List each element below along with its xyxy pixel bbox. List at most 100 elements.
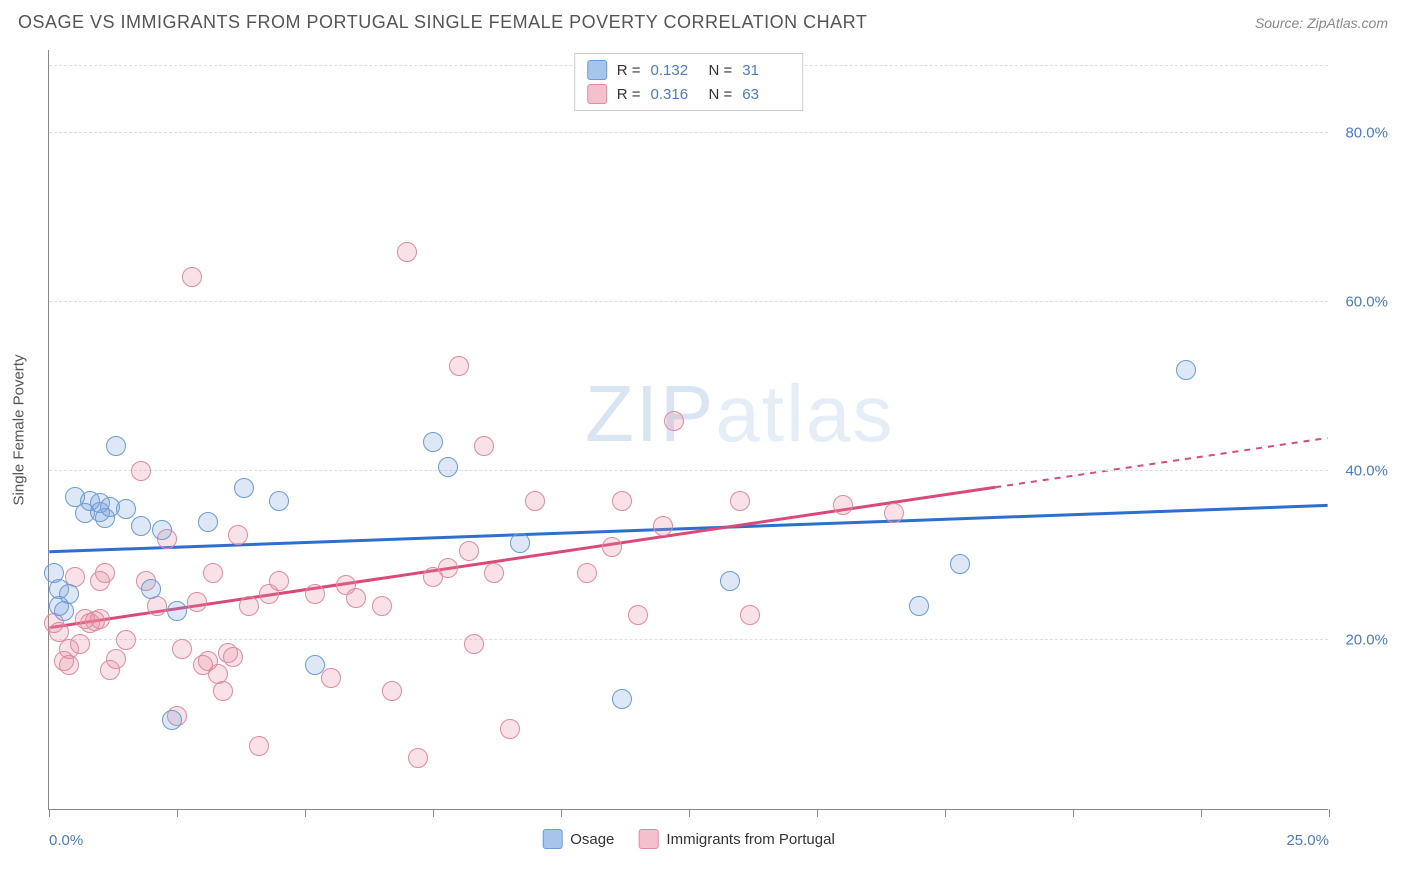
x-tick xyxy=(561,809,562,817)
legend-n-label: N = xyxy=(709,86,733,103)
scatter-point xyxy=(438,457,458,477)
scatter-point xyxy=(152,520,172,540)
scatter-point xyxy=(228,525,248,545)
scatter-point xyxy=(612,491,632,511)
legend-correlation: R = 0.132 N = 31 R = 0.316 N = 63 xyxy=(574,53,804,111)
x-tick-label: 25.0% xyxy=(1286,832,1329,849)
chart-container: OSAGE VS IMMIGRANTS FROM PORTUGAL SINGLE… xyxy=(0,0,1406,892)
grid-line xyxy=(49,470,1328,471)
scatter-point xyxy=(397,242,417,262)
legend-r-label: R = xyxy=(617,86,641,103)
scatter-point xyxy=(459,541,479,561)
scatter-point xyxy=(833,495,853,515)
watermark-atlas: atlas xyxy=(715,369,894,458)
scatter-point xyxy=(167,601,187,621)
scatter-point xyxy=(720,571,740,591)
scatter-point xyxy=(653,516,673,536)
source-attribution: Source: ZipAtlas.com xyxy=(1255,15,1388,31)
legend-n-value-osage: 31 xyxy=(742,62,790,79)
scatter-point xyxy=(730,491,750,511)
x-tick xyxy=(1073,809,1074,817)
scatter-point xyxy=(59,584,79,604)
scatter-point xyxy=(423,432,443,452)
scatter-point xyxy=(305,655,325,675)
scatter-point xyxy=(54,601,74,621)
scatter-point xyxy=(382,681,402,701)
trend-line-extrapolated xyxy=(995,438,1327,487)
scatter-point xyxy=(131,516,151,536)
legend-r-label: R = xyxy=(617,62,641,79)
legend-row-osage: R = 0.132 N = 31 xyxy=(587,58,791,82)
trend-lines xyxy=(49,50,1328,809)
scatter-point xyxy=(203,563,223,583)
scatter-point xyxy=(131,461,151,481)
plot-area: Single Female Poverty ZIPatlas R = 0.132… xyxy=(48,50,1328,810)
scatter-point xyxy=(249,736,269,756)
scatter-point xyxy=(510,533,530,553)
scatter-point xyxy=(525,491,545,511)
scatter-point xyxy=(116,630,136,650)
y-axis-title: Single Female Poverty xyxy=(11,354,28,505)
legend-row-portugal: R = 0.316 N = 63 xyxy=(587,82,791,106)
scatter-point xyxy=(239,596,259,616)
scatter-point xyxy=(269,571,289,591)
scatter-point xyxy=(106,649,126,669)
scatter-point xyxy=(59,655,79,675)
scatter-point xyxy=(577,563,597,583)
legend-swatch-osage xyxy=(587,60,607,80)
scatter-point xyxy=(602,537,622,557)
scatter-point xyxy=(90,609,110,629)
scatter-point xyxy=(909,596,929,616)
scatter-point xyxy=(464,634,484,654)
legend-r-value-portugal: 0.316 xyxy=(651,86,699,103)
legend-swatch-portugal xyxy=(587,84,607,104)
scatter-point xyxy=(305,584,325,604)
legend-swatch-osage xyxy=(542,829,562,849)
watermark-zip: ZIP xyxy=(585,369,715,458)
x-tick-label: 0.0% xyxy=(49,832,83,849)
title-bar: OSAGE VS IMMIGRANTS FROM PORTUGAL SINGLE… xyxy=(18,12,1388,33)
scatter-point xyxy=(213,681,233,701)
scatter-point xyxy=(198,512,218,532)
scatter-point xyxy=(628,605,648,625)
x-tick xyxy=(689,809,690,817)
scatter-point xyxy=(162,710,182,730)
scatter-point xyxy=(372,596,392,616)
legend-label-osage: Osage xyxy=(570,831,614,848)
y-tick-label: 20.0% xyxy=(1345,632,1388,649)
scatter-point xyxy=(321,668,341,688)
legend-item-osage: Osage xyxy=(542,829,614,849)
scatter-point xyxy=(70,634,90,654)
scatter-point xyxy=(474,436,494,456)
chart-title: OSAGE VS IMMIGRANTS FROM PORTUGAL SINGLE… xyxy=(18,12,867,33)
y-tick-label: 80.0% xyxy=(1345,125,1388,142)
scatter-point xyxy=(116,499,136,519)
scatter-point xyxy=(172,639,192,659)
x-tick xyxy=(49,809,50,817)
scatter-point xyxy=(187,592,207,612)
scatter-point xyxy=(884,503,904,523)
scatter-point xyxy=(740,605,760,625)
x-tick xyxy=(305,809,306,817)
legend-series: Osage Immigrants from Portugal xyxy=(542,829,835,849)
legend-n-label: N = xyxy=(709,62,733,79)
watermark: ZIPatlas xyxy=(585,368,894,460)
legend-r-value-osage: 0.132 xyxy=(651,62,699,79)
scatter-point xyxy=(182,267,202,287)
x-tick xyxy=(945,809,946,817)
legend-swatch-portugal xyxy=(638,829,658,849)
scatter-point xyxy=(269,491,289,511)
scatter-point xyxy=(141,579,161,599)
scatter-point xyxy=(234,478,254,498)
scatter-point xyxy=(1176,360,1196,380)
scatter-point xyxy=(664,411,684,431)
grid-line xyxy=(49,639,1328,640)
legend-item-portugal: Immigrants from Portugal xyxy=(638,829,834,849)
scatter-point xyxy=(449,356,469,376)
grid-line xyxy=(49,132,1328,133)
legend-n-value-portugal: 63 xyxy=(742,86,790,103)
scatter-point xyxy=(612,689,632,709)
scatter-point xyxy=(223,647,243,667)
x-tick xyxy=(433,809,434,817)
scatter-point xyxy=(346,588,366,608)
